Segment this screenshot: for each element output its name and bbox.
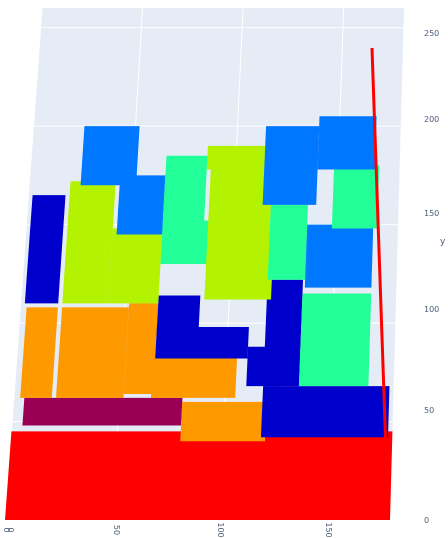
box-azure <box>80 126 140 186</box>
x-tick-label: 100 <box>216 522 225 537</box>
box-blue <box>263 279 304 387</box>
box-maroon <box>22 397 183 426</box>
y-tick-label: 0 <box>424 516 429 525</box>
y-tick-label: 200 <box>424 115 439 124</box>
y-tick-label: 100 <box>424 305 439 314</box>
box-lime <box>108 228 163 304</box>
box-mint <box>267 204 308 280</box>
y-axis-ticks: 0 50 100 150 200 250 <box>424 29 439 525</box>
box-azure <box>262 126 320 205</box>
box-lime <box>204 228 274 300</box>
box-mint <box>162 155 208 225</box>
box-orange <box>123 303 159 394</box>
box-azure <box>317 116 377 170</box>
y-tick-label: 50 <box>424 406 434 415</box>
box-azure <box>116 175 166 235</box>
y-axis-title: y <box>440 237 446 247</box>
box-lime <box>207 169 273 229</box>
box-lime <box>206 145 266 170</box>
x-tick-label: 50 <box>112 525 121 535</box>
box-mint <box>160 220 221 264</box>
box-lime <box>62 181 116 304</box>
box-blue <box>155 327 249 359</box>
x-tick-label: 0 <box>6 527 15 532</box>
box-orange <box>55 307 129 398</box>
x-tick-label: 0 <box>2 527 11 532</box>
box-orange <box>180 401 267 442</box>
box-azure <box>304 224 374 288</box>
vertical-red-line <box>370 47 390 511</box>
y-tick-label: 250 <box>424 29 439 38</box>
box-orange <box>20 307 58 398</box>
box-blue <box>24 195 66 304</box>
x-axis-ticks: 00 50 100 150 <box>2 522 333 537</box>
box-red <box>5 431 393 520</box>
box-blue <box>260 386 390 438</box>
box-orange <box>150 356 238 398</box>
box-blue <box>156 295 201 331</box>
x-tick-label: 150 <box>324 522 333 537</box>
y-tick-label: 150 <box>424 209 439 218</box>
packed-boxes <box>5 116 393 520</box>
box-mint <box>331 165 380 229</box>
box-mint <box>298 293 372 387</box>
